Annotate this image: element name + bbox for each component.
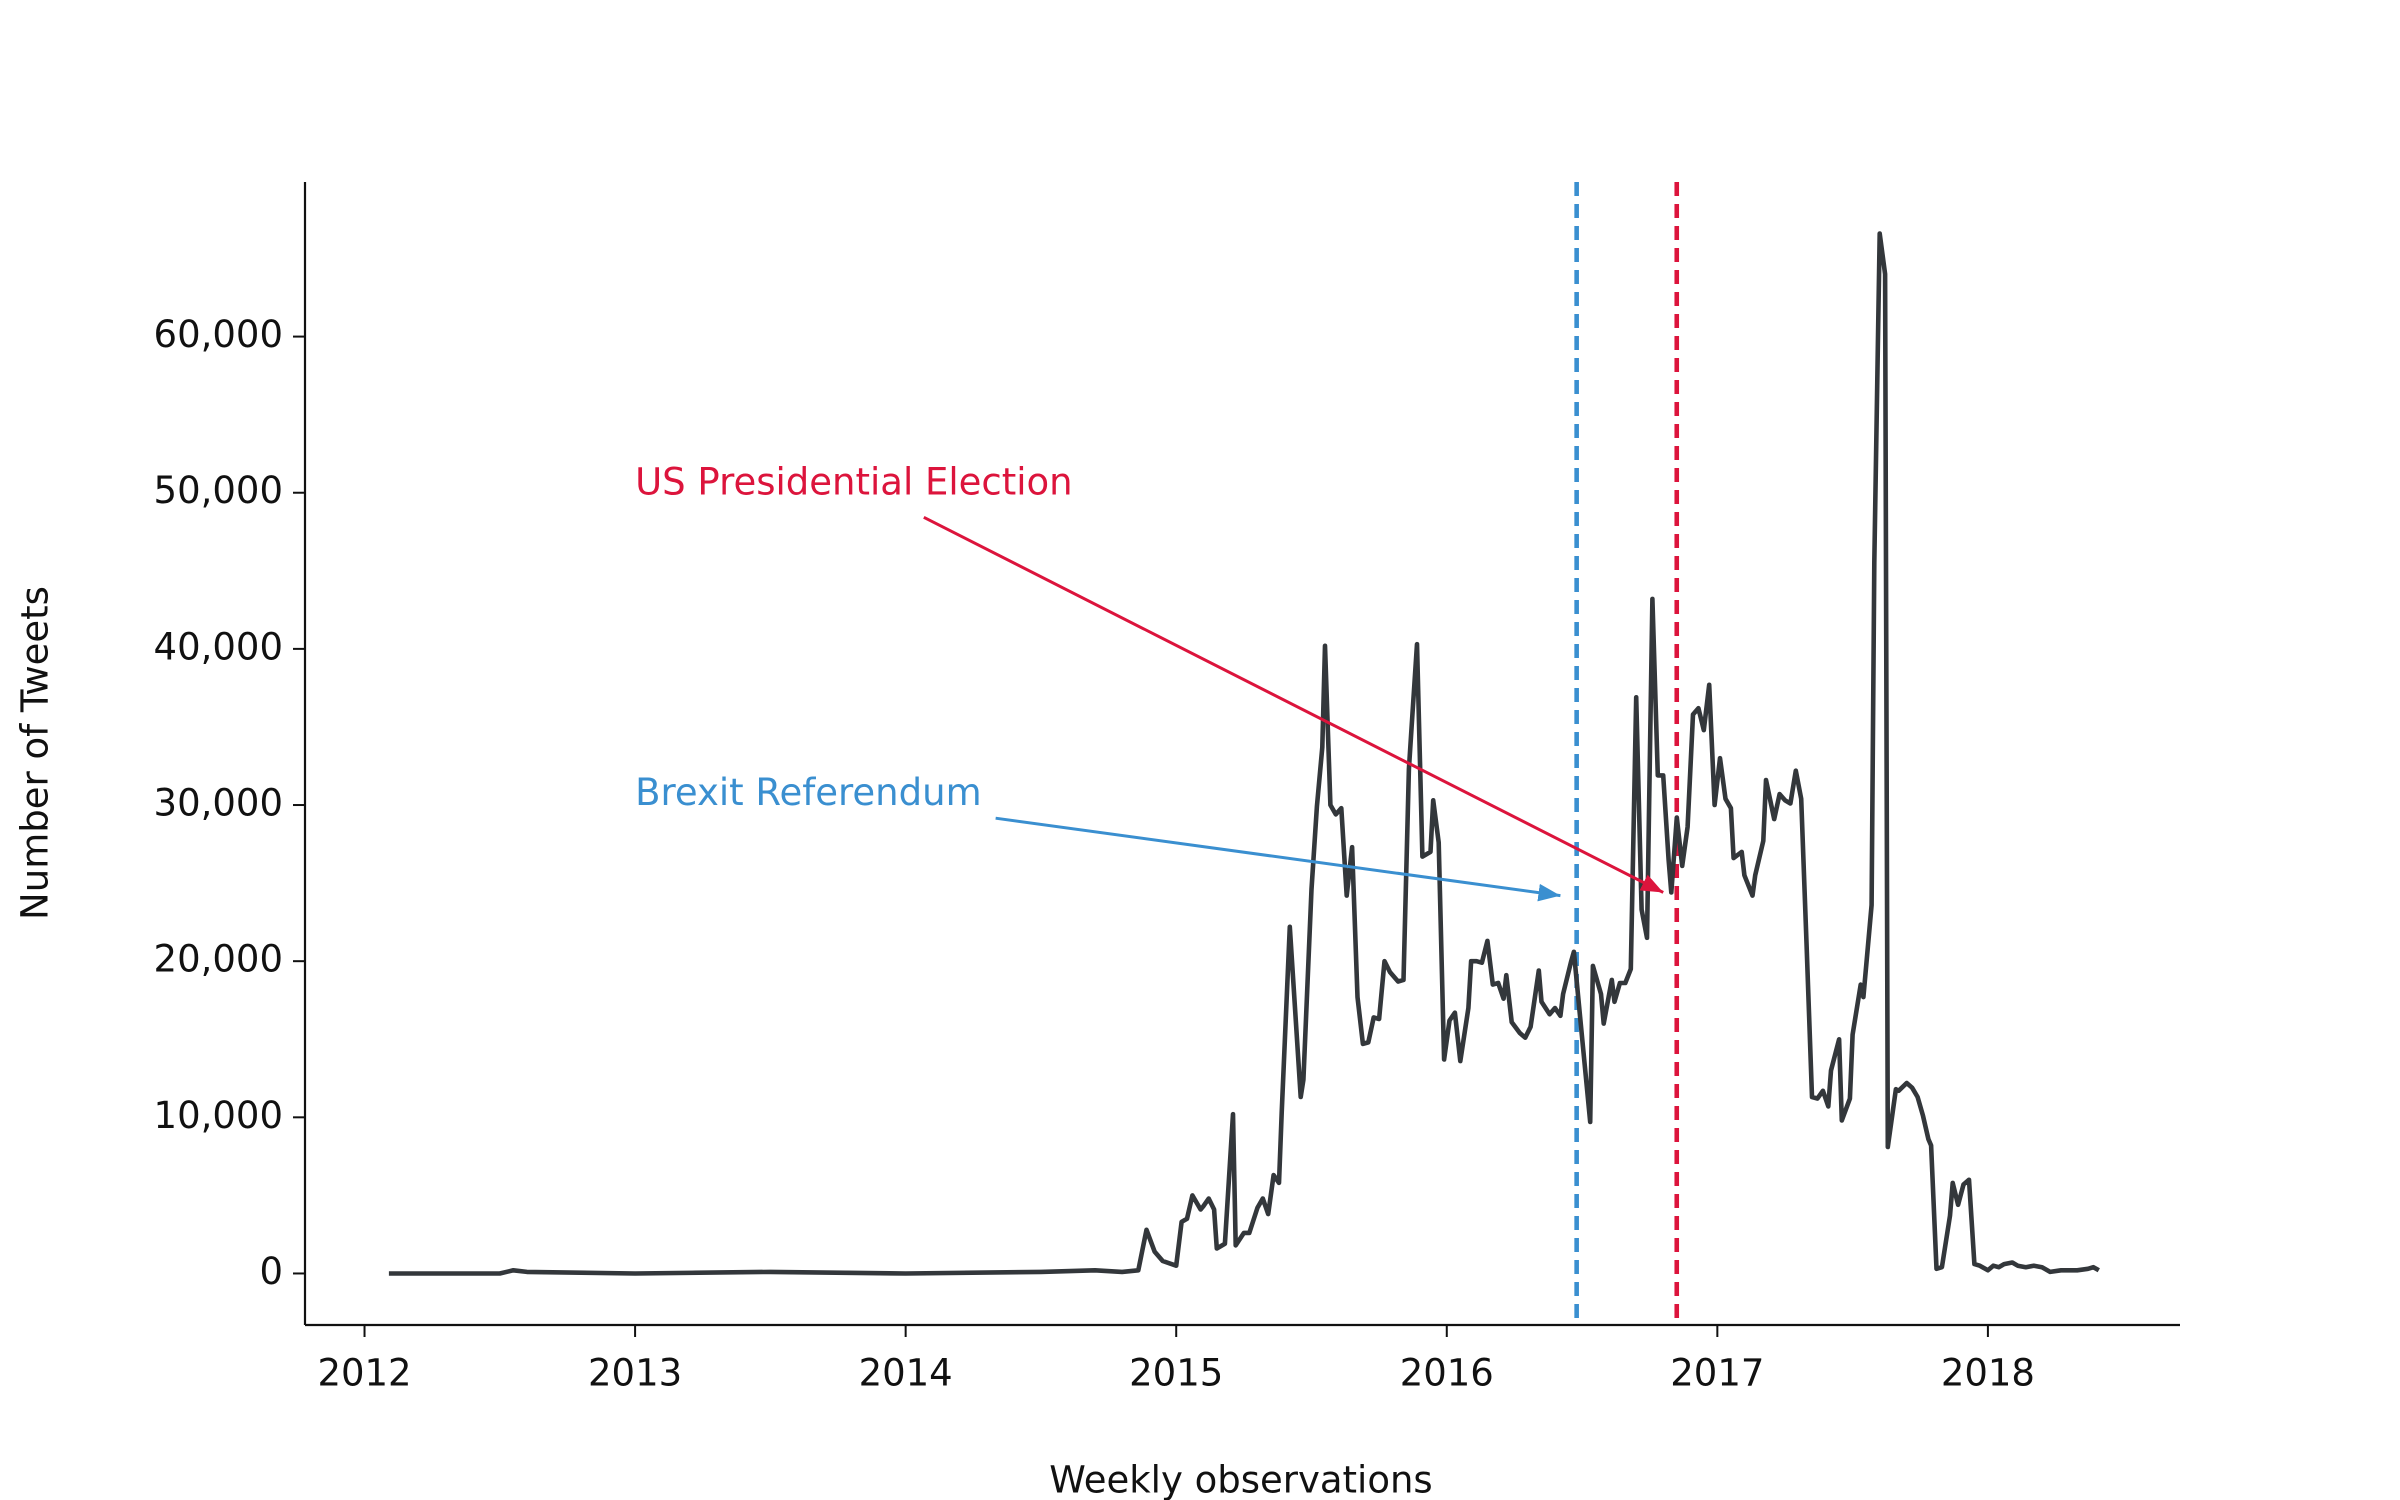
- x-tick-label: 2018: [1941, 1352, 2035, 1395]
- x-tick-label: 2015: [1129, 1352, 1223, 1395]
- y-tick-label: 50,000: [154, 469, 283, 512]
- x-axis-label: Weekly observations: [1049, 1459, 1432, 1500]
- x-tick-label: 2012: [317, 1352, 411, 1395]
- x-tick-label: 2017: [1670, 1352, 1764, 1395]
- y-tick-label: 40,000: [154, 625, 283, 668]
- annotation-text: Brexit Referendum: [635, 771, 982, 814]
- y-tick-label: 60,000: [154, 313, 283, 356]
- x-tick-label: 2014: [859, 1352, 953, 1395]
- annotation-arrow: [923, 515, 1664, 894]
- x-tick-label: 2013: [588, 1352, 682, 1395]
- x-tick-label: 2016: [1400, 1352, 1494, 1395]
- y-tick-label: 20,000: [154, 938, 283, 981]
- data-line: [388, 231, 2100, 1276]
- y-tick-label: 30,000: [154, 782, 283, 825]
- annotation-arrow: [995, 816, 1561, 902]
- y-axis-label: Number of Tweets: [14, 586, 57, 920]
- y-tick-label: 10,000: [154, 1094, 283, 1137]
- y-tick-label: 0: [259, 1250, 283, 1293]
- annotation-text: US Presidential Election: [635, 460, 1073, 503]
